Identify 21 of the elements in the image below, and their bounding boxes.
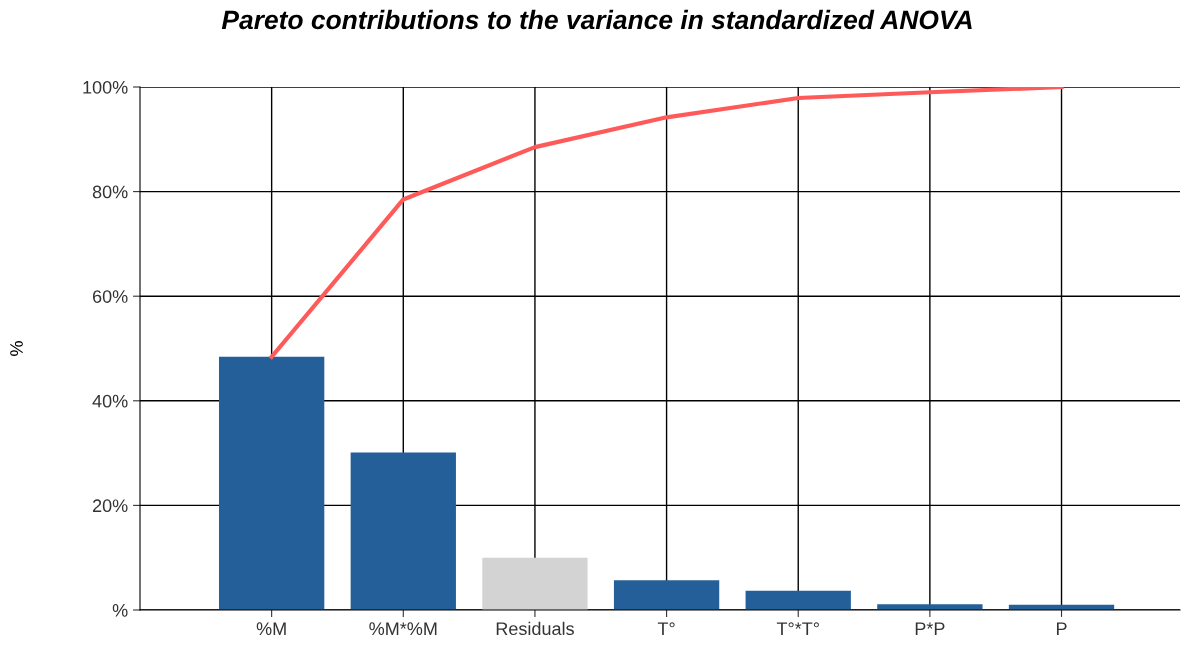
x-tick-label: P [1056,622,1067,635]
x-tick-label: T°*T° [776,622,819,635]
x-tick-label: P*P [915,622,945,635]
y-tick-label: 40% [92,394,128,408]
x-tick-label: %M [256,622,286,635]
bar [350,452,456,610]
y-tick-label: % [112,604,128,617]
bar [482,557,588,610]
y-tick-label: 80% [92,185,128,199]
x-tick-label: %M*%M [369,622,437,635]
bar [745,590,851,610]
y-tick-label: 100% [83,80,128,94]
bar [218,356,325,610]
x-tick-label: T° [657,622,675,635]
y-tick-label: 20% [92,499,128,513]
bar [613,580,720,610]
x-tick-label: Residuals [496,621,574,636]
y-axis-title: % [10,341,23,356]
chart-title: Pareto contributions to the variance in standardized ANOVA [221,9,972,30]
y-tick-label: 60% [92,290,128,303]
line-series [269,87,1064,359]
